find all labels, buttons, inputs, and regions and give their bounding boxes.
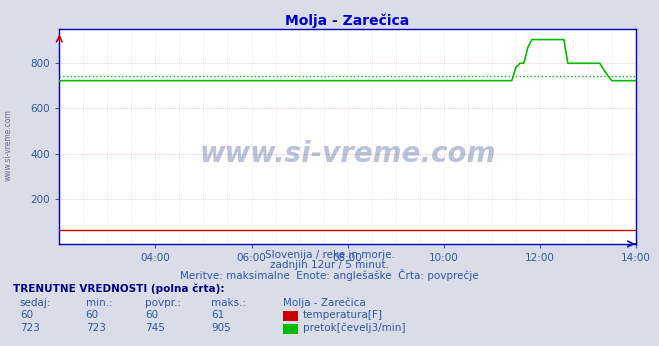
Text: pretok[čevelj3/min]: pretok[čevelj3/min]	[303, 323, 406, 334]
Text: min.:: min.:	[86, 298, 113, 308]
Text: Molja - Zarečica: Molja - Zarečica	[283, 297, 366, 308]
Text: sedaj:: sedaj:	[20, 298, 51, 308]
Text: maks.:: maks.:	[211, 298, 246, 308]
Text: 723: 723	[20, 324, 40, 334]
Text: TRENUTNE VREDNOSTI (polna črta):: TRENUTNE VREDNOSTI (polna črta):	[13, 284, 225, 294]
Text: 61: 61	[211, 310, 224, 320]
Text: zadnjih 12ur / 5 minut.: zadnjih 12ur / 5 minut.	[270, 260, 389, 270]
Text: 60: 60	[145, 310, 158, 320]
Text: 905: 905	[211, 324, 231, 334]
Text: Meritve: maksimalne  Enote: anglešaške  Črta: povprečje: Meritve: maksimalne Enote: anglešaške Čr…	[180, 268, 479, 281]
Text: povpr.:: povpr.:	[145, 298, 181, 308]
Text: 60: 60	[86, 310, 99, 320]
Text: 723: 723	[86, 324, 105, 334]
Text: Slovenija / reke in morje.: Slovenija / reke in morje.	[264, 250, 395, 260]
Text: www.si-vreme.com: www.si-vreme.com	[4, 109, 13, 181]
Title: Molja - Zarečica: Molja - Zarečica	[285, 14, 410, 28]
Text: 60: 60	[20, 310, 33, 320]
Text: www.si-vreme.com: www.si-vreme.com	[200, 140, 496, 168]
Text: temperatura[F]: temperatura[F]	[303, 310, 383, 320]
Text: 745: 745	[145, 324, 165, 334]
